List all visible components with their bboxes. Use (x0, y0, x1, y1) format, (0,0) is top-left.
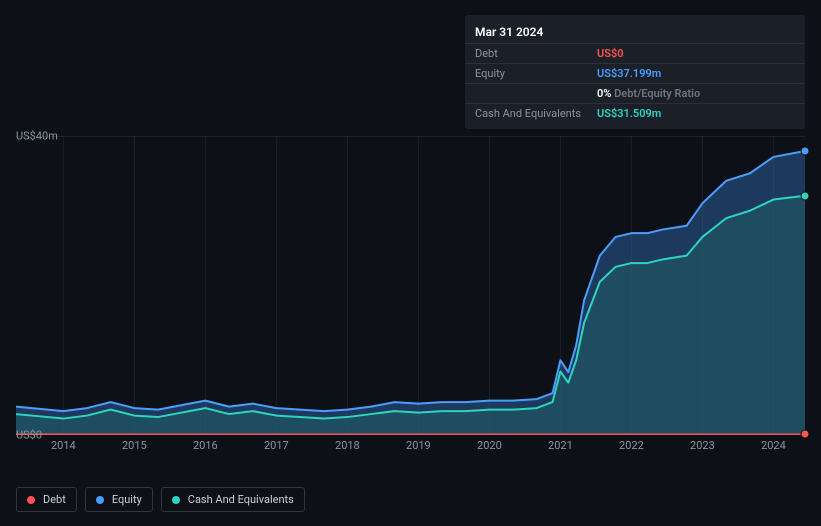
chart-svg (16, 136, 805, 435)
legend-item[interactable]: Cash And Equivalents (161, 487, 305, 512)
tooltip-value: US$31.509m (597, 107, 661, 120)
tooltip-value: US$37.199m (597, 67, 661, 80)
tooltip-date: Mar 31 2024 (465, 21, 805, 43)
series-end-marker (801, 191, 810, 200)
x-axis-label: 2020 (477, 439, 502, 452)
x-axis-labels: 2014 2015 2016 2017 2018 2019 2020 2021 2022 2023… (16, 439, 805, 453)
x-axis-label: 2021 (548, 439, 573, 452)
legend-dot-icon (172, 496, 180, 504)
x-axis-label: 2023 (690, 439, 715, 452)
x-axis-label: 2019 (406, 439, 431, 452)
x-axis-label: 2015 (122, 439, 147, 452)
series-end-marker (801, 430, 810, 439)
tooltip-value: 0% Debt/Equity Ratio (597, 87, 700, 100)
legend-dot-icon (27, 496, 35, 504)
legend-item[interactable]: Equity (85, 487, 153, 512)
x-axis-label: 2018 (335, 439, 360, 452)
legend-label: Equity (112, 493, 142, 506)
plot-area[interactable]: US$40mUS$0 (16, 136, 805, 435)
tooltip-label: Cash And Equivalents (475, 107, 597, 120)
chart-container: US$40mUS$0 20142015201620172018201920202… (16, 120, 805, 465)
x-axis-label: 2017 (264, 439, 289, 452)
tooltip-rows: DebtUS$0EquityUS$37.199m0% Debt/Equity R… (465, 43, 805, 123)
tooltip-row: DebtUS$0 (465, 43, 805, 63)
legend: Debt Equity Cash And Equivalents (16, 487, 305, 512)
tooltip-row: EquityUS$37.199m (465, 63, 805, 83)
legend-label: Debt (43, 493, 66, 506)
x-axis-label: 2016 (193, 439, 218, 452)
legend-label: Cash And Equivalents (188, 493, 294, 506)
y-axis-label: US$40m (16, 130, 20, 143)
tooltip-value: US$0 (597, 47, 624, 60)
x-axis-label: 2022 (619, 439, 644, 452)
tooltip-label: Equity (475, 67, 597, 80)
chart-tooltip: Mar 31 2024 DebtUS$0EquityUS$37.199m0% D… (465, 15, 805, 129)
x-axis-label: 2024 (761, 439, 786, 452)
tooltip-label: Debt (475, 47, 597, 60)
x-axis-label: 2014 (51, 439, 76, 452)
legend-dot-icon (96, 496, 104, 504)
legend-item[interactable]: Debt (16, 487, 77, 512)
series-end-marker (801, 146, 810, 155)
tooltip-row: 0% Debt/Equity Ratio (465, 83, 805, 103)
tooltip-label (475, 87, 597, 100)
